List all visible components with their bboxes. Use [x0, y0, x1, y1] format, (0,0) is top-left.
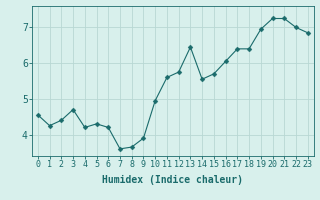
- X-axis label: Humidex (Indice chaleur): Humidex (Indice chaleur): [102, 175, 243, 185]
